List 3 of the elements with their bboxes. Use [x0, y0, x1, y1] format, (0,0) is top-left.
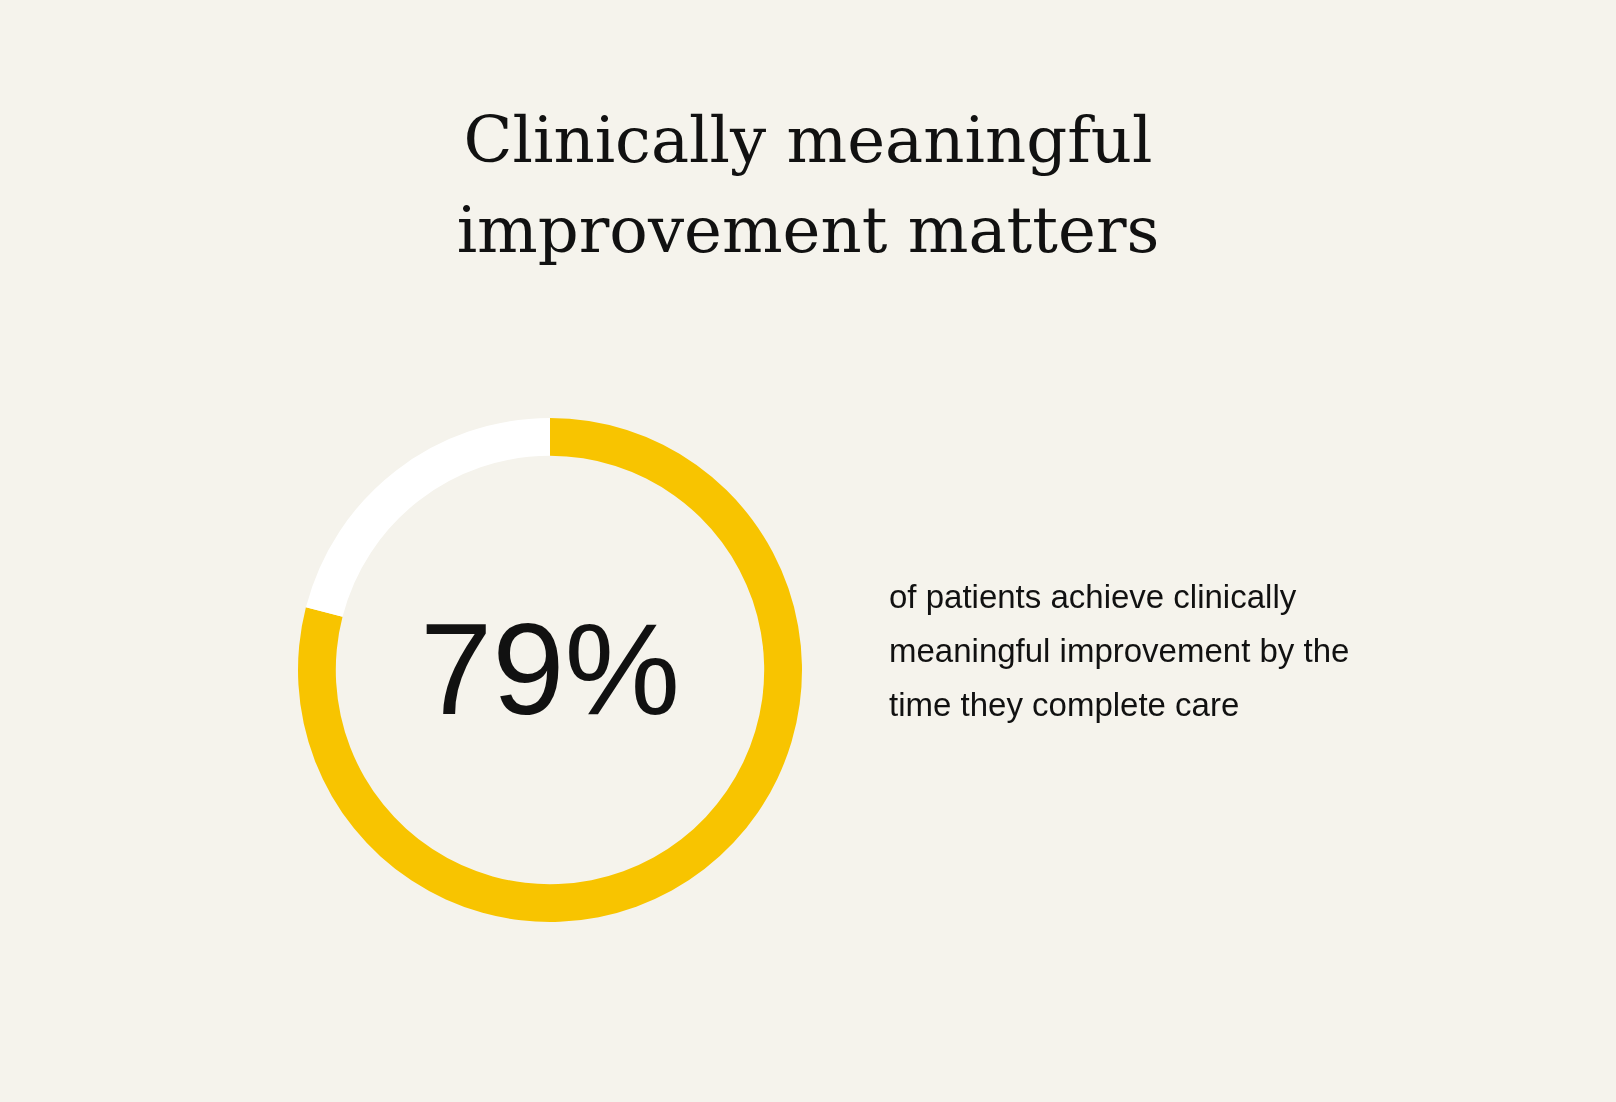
chart-title: Clinically meaningful improvement matters	[455, 102, 1161, 269]
data-label: 79%	[419, 595, 681, 742]
text: of patients achieve clinically meaningful improvement by the time they complete care	[889, 577, 1351, 725]
